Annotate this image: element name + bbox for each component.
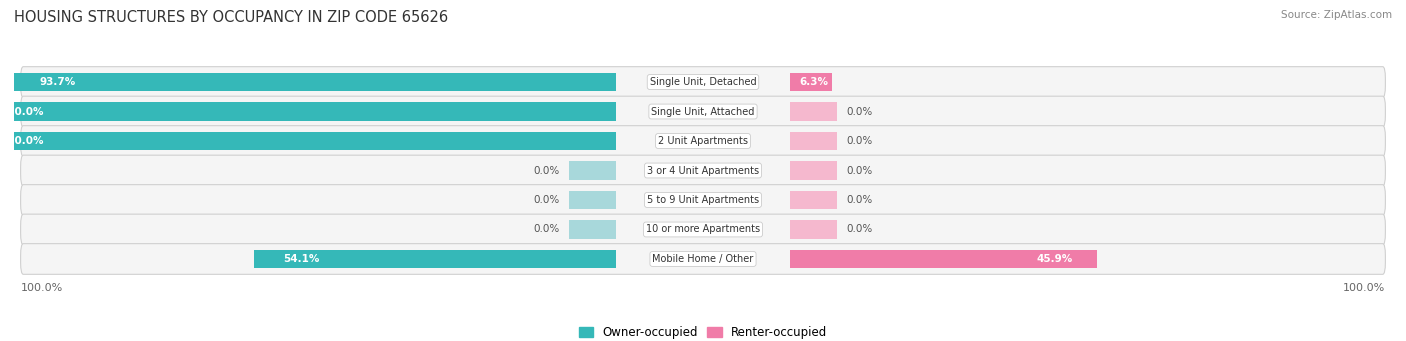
Bar [790, 132, 837, 150]
Bar [0, 132, 616, 150]
Text: 93.7%: 93.7% [39, 77, 76, 87]
FancyBboxPatch shape [21, 243, 1385, 274]
Bar [790, 102, 837, 121]
Text: 0.0%: 0.0% [846, 195, 873, 205]
Text: 0.0%: 0.0% [533, 224, 560, 235]
Text: 100.0%: 100.0% [1343, 283, 1385, 293]
Bar [0, 102, 616, 121]
Text: 0.0%: 0.0% [846, 106, 873, 117]
Bar [569, 220, 616, 239]
Text: Source: ZipAtlas.com: Source: ZipAtlas.com [1281, 10, 1392, 20]
Bar [790, 220, 837, 239]
Text: 100.0%: 100.0% [0, 136, 44, 146]
Text: Single Unit, Attached: Single Unit, Attached [651, 106, 755, 117]
FancyBboxPatch shape [21, 185, 1385, 215]
Text: 0.0%: 0.0% [846, 165, 873, 176]
Bar [790, 250, 1097, 268]
Text: HOUSING STRUCTURES BY OCCUPANCY IN ZIP CODE 65626: HOUSING STRUCTURES BY OCCUPANCY IN ZIP C… [14, 10, 449, 25]
FancyBboxPatch shape [21, 126, 1385, 156]
Bar [790, 161, 837, 180]
Text: 0.0%: 0.0% [533, 165, 560, 176]
Text: Single Unit, Detached: Single Unit, Detached [650, 77, 756, 87]
Bar [790, 191, 837, 209]
Text: Mobile Home / Other: Mobile Home / Other [652, 254, 754, 264]
Bar [569, 191, 616, 209]
FancyBboxPatch shape [21, 214, 1385, 245]
FancyBboxPatch shape [21, 67, 1385, 98]
Text: 54.1%: 54.1% [283, 254, 319, 264]
Text: 2 Unit Apartments: 2 Unit Apartments [658, 136, 748, 146]
FancyBboxPatch shape [21, 155, 1385, 186]
FancyBboxPatch shape [21, 96, 1385, 127]
Bar [569, 161, 616, 180]
Text: 5 to 9 Unit Apartments: 5 to 9 Unit Apartments [647, 195, 759, 205]
Text: 0.0%: 0.0% [846, 136, 873, 146]
Bar [254, 250, 616, 268]
Text: 0.0%: 0.0% [846, 224, 873, 235]
Text: 0.0%: 0.0% [533, 195, 560, 205]
Legend: Owner-occupied, Renter-occupied: Owner-occupied, Renter-occupied [574, 321, 832, 341]
Bar [790, 73, 832, 91]
Text: 100.0%: 100.0% [0, 106, 44, 117]
Text: 6.3%: 6.3% [800, 77, 828, 87]
Text: 10 or more Apartments: 10 or more Apartments [645, 224, 761, 235]
Text: 45.9%: 45.9% [1036, 254, 1073, 264]
Text: 3 or 4 Unit Apartments: 3 or 4 Unit Apartments [647, 165, 759, 176]
Bar [0, 73, 616, 91]
Text: 100.0%: 100.0% [21, 283, 63, 293]
